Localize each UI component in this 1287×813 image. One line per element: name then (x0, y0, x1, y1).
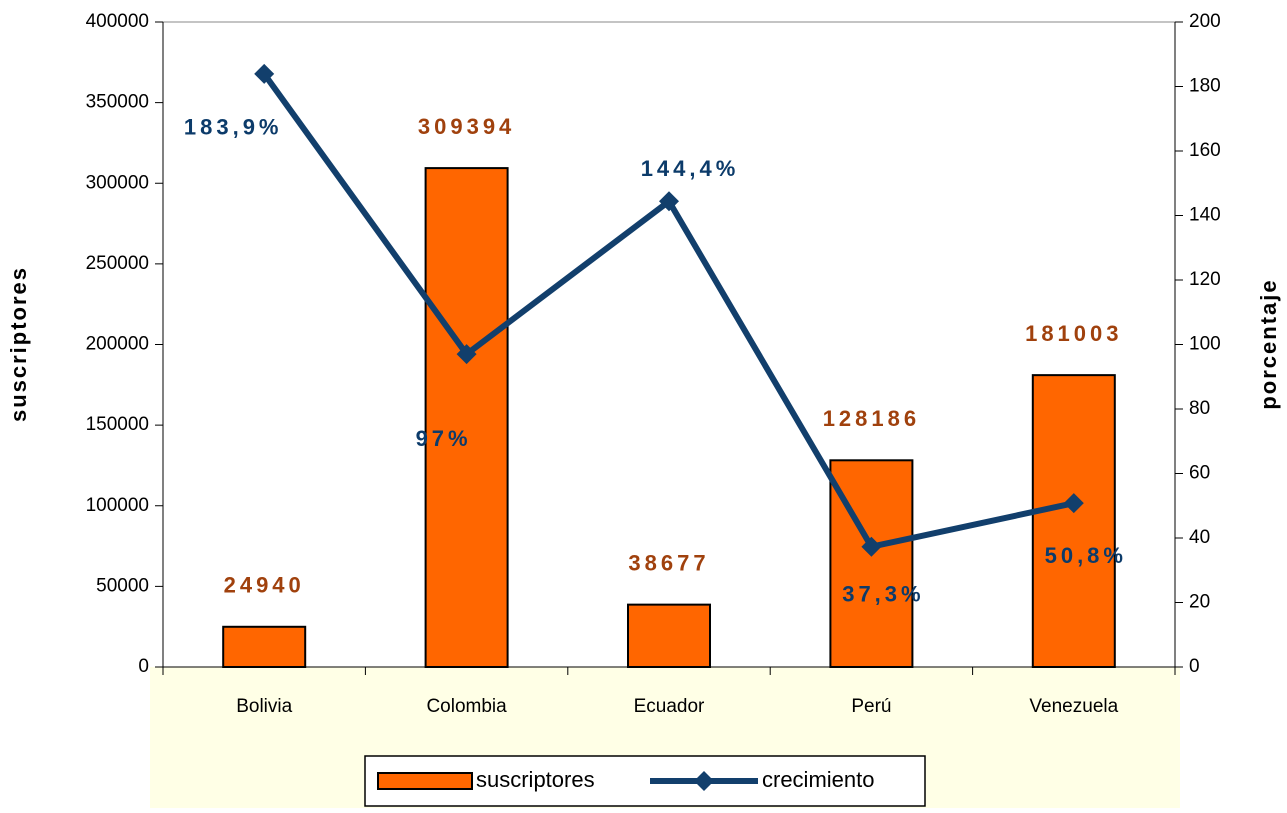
legend-marker (694, 771, 714, 791)
y2-axis-title: porcentaje (1256, 278, 1281, 409)
line-marker (456, 344, 477, 365)
y2-tick-label: 120 (1189, 269, 1221, 290)
y-tick-label: 250000 (86, 253, 149, 274)
legend-label: suscriptores (476, 767, 595, 792)
y2-tick-label: 0 (1189, 656, 1200, 677)
y2-tick-label: 180 (1189, 76, 1221, 97)
bar-label: 181003 (1025, 321, 1122, 346)
bar (424, 167, 509, 668)
y2-tick-label: 200 (1189, 11, 1221, 32)
line-label: 183,9% (184, 115, 283, 140)
y-tick-label: 350000 (86, 92, 149, 113)
y2-tick-label: 20 (1189, 592, 1210, 613)
y-tick-label: 0 (138, 656, 149, 677)
line-label: 97% (416, 426, 472, 451)
line-label: 144,4% (641, 156, 740, 181)
y-tick-label: 100000 (86, 495, 149, 516)
line-marker (659, 191, 679, 212)
y2-tick-label: 140 (1189, 205, 1221, 226)
line-marker (861, 536, 882, 557)
bar-label: 309394 (418, 114, 515, 139)
y-tick-label: 50000 (96, 575, 149, 596)
bar-label: 24940 (224, 573, 305, 598)
bar-label: 128186 (823, 406, 920, 431)
x-tick-label: Perú (851, 696, 891, 717)
y2-tick-label: 60 (1189, 463, 1210, 484)
line-marker (1063, 493, 1084, 514)
plot-area (162, 21, 1176, 668)
line-marker (254, 63, 275, 84)
x-tick-label: Venezuela (1029, 696, 1118, 717)
line-label: 50,8% (1045, 543, 1127, 568)
bar (222, 625, 307, 668)
legend-swatch (377, 772, 473, 790)
y2-tick-label: 40 (1189, 527, 1210, 548)
y-tick-label: 300000 (86, 172, 149, 193)
legend-label: crecimiento (762, 767, 874, 792)
y-tick-label: 400000 (86, 11, 149, 32)
x-tick-label: Bolivia (236, 696, 292, 717)
bar (1031, 374, 1116, 668)
bar-label: 38677 (628, 550, 709, 575)
y-tick-label: 150000 (86, 414, 149, 435)
y-tick-label: 200000 (86, 334, 149, 355)
x-tick-label: Colombia (426, 696, 507, 717)
y2-tick-label: 160 (1189, 140, 1221, 161)
bar (829, 459, 914, 668)
bar (627, 603, 711, 669)
x-tick-label: Ecuador (634, 696, 705, 717)
y-axis-title: suscriptores (6, 266, 31, 422)
y2-tick-label: 100 (1189, 334, 1221, 355)
y2-tick-label: 80 (1189, 398, 1210, 419)
line-label: 37,3% (842, 582, 924, 607)
